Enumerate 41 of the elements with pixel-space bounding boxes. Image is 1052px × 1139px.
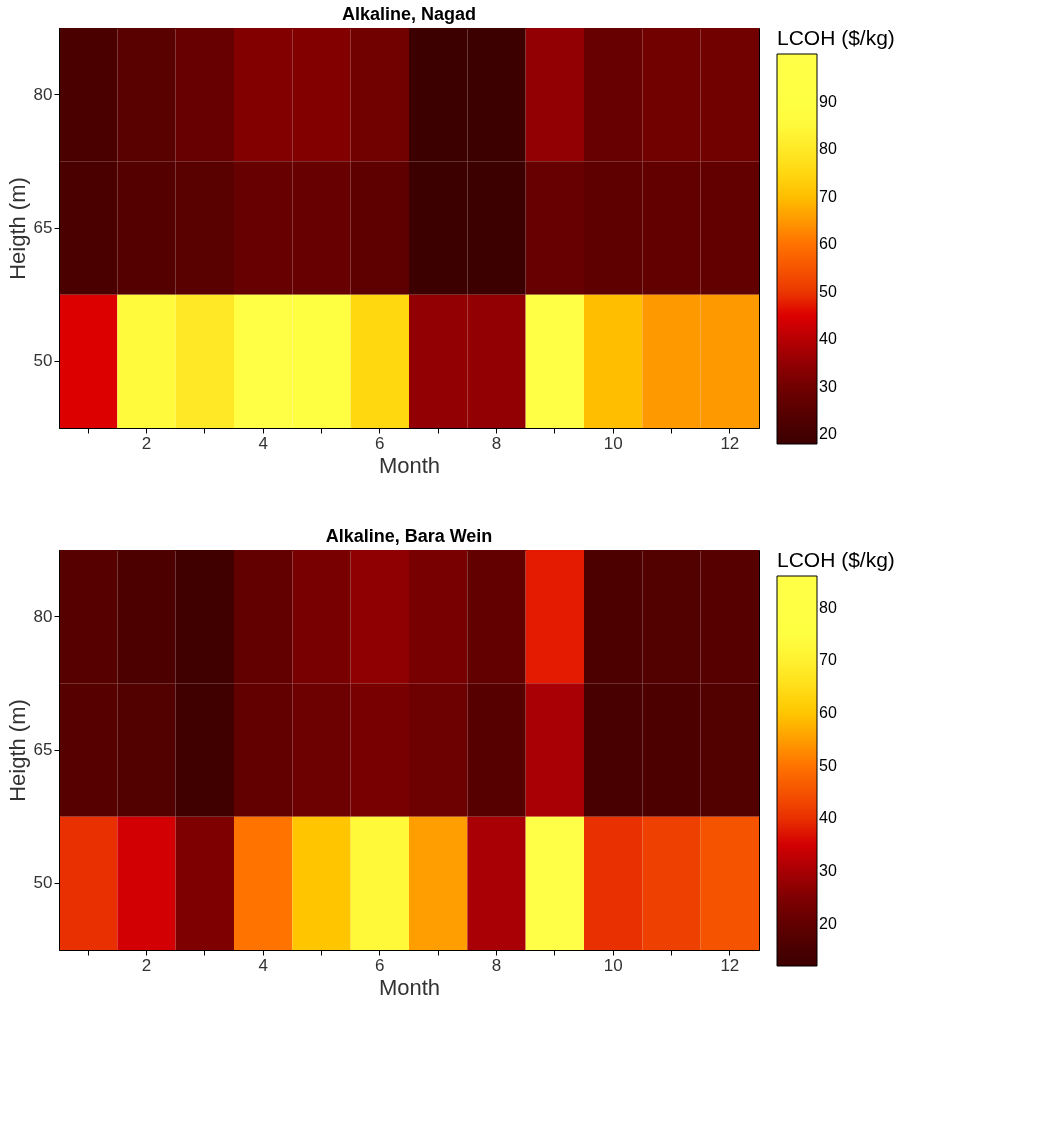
y-tick-label: 80 [33, 84, 53, 104]
color-bar-title: LCOH ($/kg) [777, 548, 895, 571]
x-tick-label: 2 [141, 433, 152, 453]
chart-title: Alkaline, Nagad [341, 4, 477, 24]
color-bar-label: 80 [819, 598, 837, 616]
x-tick-label: 10 [603, 955, 623, 975]
color-bar-label: 50 [819, 756, 837, 774]
x-tick-label: 2 [141, 955, 152, 975]
y-tick-label: 65 [33, 740, 53, 759]
x-tick-label: 12 [720, 433, 740, 453]
color-bar-label: 20 [819, 425, 837, 443]
color-bar-label: 50 [819, 282, 837, 300]
color-bar-label: 40 [819, 809, 837, 827]
x-tick-label: 6 [375, 955, 385, 975]
color-bar-label: 30 [819, 377, 837, 395]
color-bar-label: 70 [819, 651, 837, 669]
color-bar-title: LCOH ($/kg) [777, 26, 895, 49]
color-bar-label: 20 [819, 914, 837, 932]
color-bar-label: 90 [819, 92, 837, 110]
x-tick-label: 4 [258, 955, 268, 975]
color-bar-label: 70 [819, 187, 837, 205]
color-bar-label: 60 [819, 235, 837, 253]
y-tick-label: 80 [33, 606, 53, 626]
y-tick-label: 65 [33, 218, 53, 237]
color-bar-label: 30 [819, 862, 837, 880]
y-tick-label: 50 [33, 351, 53, 371]
x-tick-label: 6 [375, 433, 385, 453]
color-bar-label: 80 [819, 140, 837, 158]
y-tick-label: 50 [33, 873, 53, 893]
x-tick-label: 12 [720, 955, 740, 975]
x-axis-title: Month [378, 452, 441, 478]
color-bar-label: 40 [819, 330, 837, 348]
x-axis-title: Month [378, 974, 441, 1000]
color-bar-label: 60 [819, 704, 837, 722]
y-axis-title: Heigth (m) [4, 177, 30, 280]
x-tick-label: 8 [491, 955, 502, 975]
y-axis-title: Heigth (m) [4, 699, 30, 802]
x-tick-label: 10 [603, 433, 623, 453]
x-tick-label: 4 [258, 433, 268, 453]
chart-title: Alkaline, Bara Wein [325, 526, 493, 546]
x-tick-label: 8 [491, 433, 502, 453]
